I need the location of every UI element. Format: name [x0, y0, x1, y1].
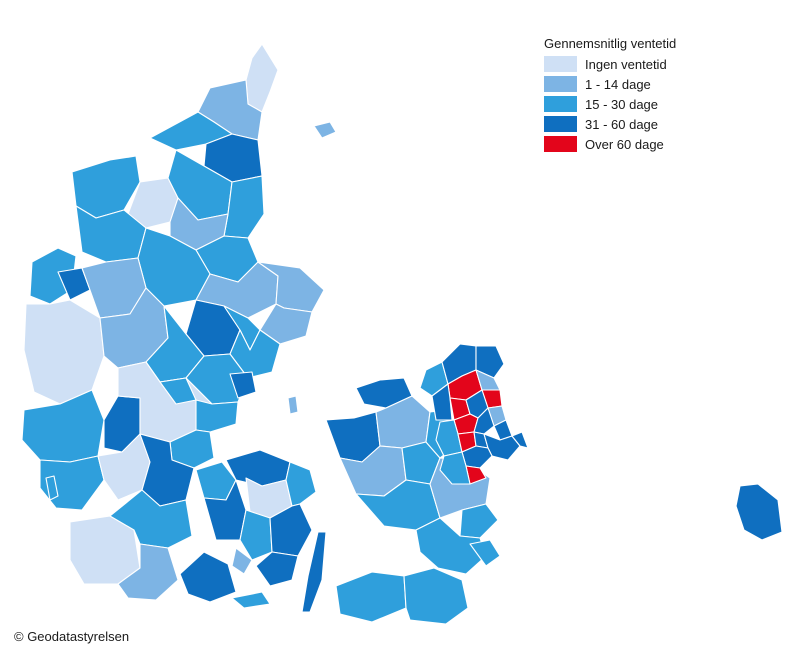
legend-label: Ingen ventetid — [585, 56, 667, 72]
north-jutland — [71, 43, 337, 283]
south-jutland — [21, 361, 239, 603]
region-aero — [231, 591, 271, 609]
region-helsingor — [475, 345, 505, 379]
region-lolland — [335, 571, 407, 623]
legend-item-over-60-dage: Over 60 dage — [544, 134, 744, 154]
legend-swatch — [544, 56, 577, 72]
legend-label: 31 - 60 dage — [585, 116, 659, 132]
region-mon — [469, 539, 501, 567]
legend-item-ingen-ventetid: Ingen ventetid — [544, 54, 744, 74]
region-bornholm — [735, 483, 783, 541]
legend-swatch — [544, 76, 577, 92]
region-kerteminde — [285, 461, 317, 507]
capital-region — [419, 343, 783, 541]
region-hedensted — [195, 399, 239, 433]
region-odder — [229, 371, 257, 399]
copyright-credit: © Geodatastyrelsen — [14, 629, 130, 644]
region-ringkobing-skjern — [23, 299, 105, 405]
funen — [195, 449, 327, 613]
region-aabenraa — [117, 543, 179, 601]
region-koge — [439, 451, 471, 485]
legend-title: Gennemsnitlig ventetid — [544, 36, 677, 51]
region-stevns — [459, 503, 499, 539]
region-fano — [45, 475, 59, 501]
legend-item-31-60-dage: 31 - 60 dage — [544, 114, 744, 134]
region-faaborg-south — [231, 547, 253, 575]
legend-label: Over 60 dage — [585, 136, 664, 152]
region-svendborg — [255, 551, 299, 587]
region-ballerup — [473, 407, 495, 435]
legend-label: 15 - 30 dage — [585, 96, 659, 112]
legend-swatch — [544, 116, 577, 132]
region-faaborg — [239, 509, 273, 561]
legend-item-15-30-dage: 15 - 30 dage — [544, 94, 744, 114]
legend-label: 1 - 14 dage — [585, 76, 651, 92]
region-samso — [287, 395, 299, 415]
legend-swatch — [544, 96, 577, 112]
map-legend: Gennemsnitlig ventetid Ingen ventetid 1 … — [544, 36, 744, 154]
region-haderslev — [109, 489, 193, 549]
region-laeso — [313, 121, 337, 139]
region-langeland — [301, 531, 327, 613]
region-sonderborg — [179, 551, 237, 603]
legend-swatch — [544, 136, 577, 152]
west-mid-jutland — [23, 205, 325, 415]
region-hjorring — [245, 43, 279, 113]
region-frederikssund — [431, 383, 453, 421]
region-guldborgsund — [403, 567, 469, 625]
region-amager — [511, 431, 529, 449]
legend-item-1-14-dage: 1 - 14 dage — [544, 74, 744, 94]
